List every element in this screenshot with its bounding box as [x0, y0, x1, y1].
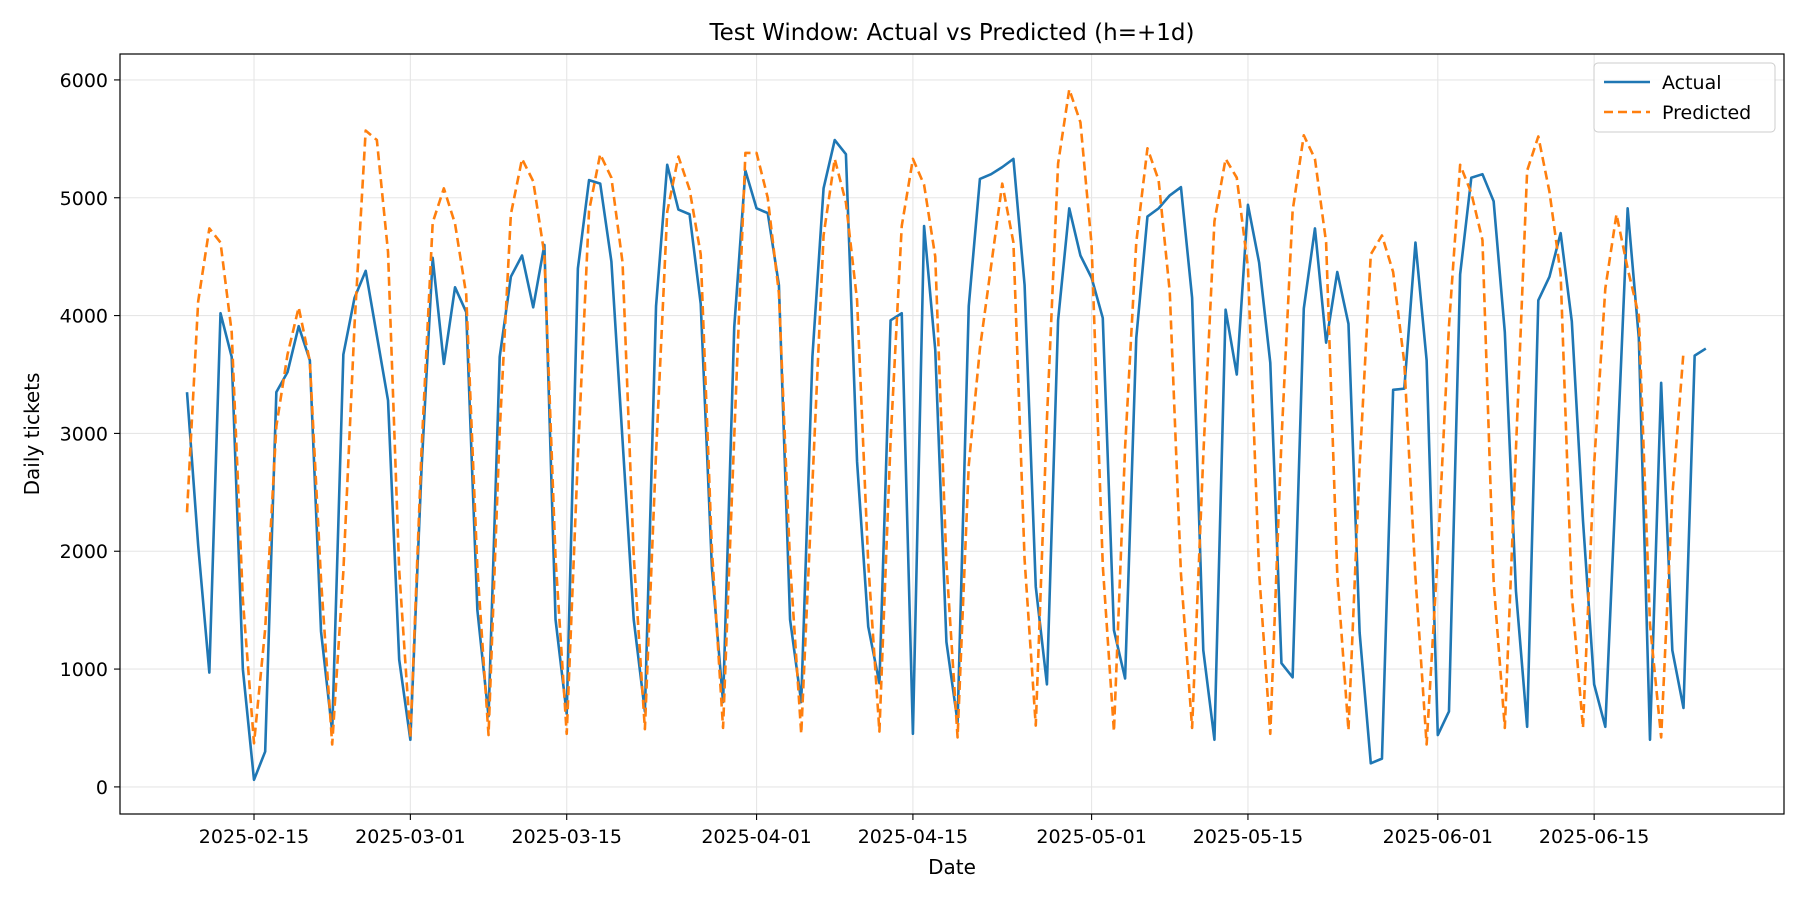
x-tick-label: 2025-05-15 [1193, 826, 1303, 848]
x-tick-label: 2025-05-01 [1036, 826, 1146, 848]
x-tick-label: 2025-06-15 [1539, 826, 1649, 848]
series-line-predicted [185, 88, 1685, 746]
legend-box [1593, 62, 1776, 133]
y-axis-title: Daily tickets [20, 373, 44, 496]
x-tick-label: 2025-03-15 [512, 826, 622, 848]
legend: Actual Predicted [1593, 62, 1776, 133]
y-tick-label: 6000 [60, 70, 108, 92]
y-tick-label: 0 [96, 777, 108, 799]
series-lines [185, 88, 1707, 782]
x-tick-label: 2025-04-15 [858, 826, 968, 848]
y-tick-label: 4000 [60, 306, 108, 328]
legend-actual-label: Actual [1662, 72, 1722, 94]
x-tick-label: 2025-03-01 [355, 826, 465, 848]
legend-predicted-label: Predicted [1662, 102, 1751, 124]
chart-title: Test Window: Actual vs Predicted (h=+1d) [709, 20, 1195, 46]
series-line-actual [185, 138, 1707, 782]
x-tick-label: 2025-06-01 [1383, 826, 1493, 848]
y-tick-label: 5000 [60, 188, 108, 210]
y-tick-label: 3000 [60, 423, 108, 445]
y-tick-label: 1000 [60, 659, 108, 681]
x-axis-title: Date [928, 855, 976, 879]
axis-ticks: 2025-02-15 2025-03-01 2025-03-15 2025-04-01… [60, 70, 1650, 848]
y-tick-label: 2000 [60, 541, 108, 563]
plot-frame [119, 53, 1785, 815]
x-tick-label: 2025-04-01 [701, 826, 811, 848]
x-tick-label: 2025-02-15 [199, 826, 309, 848]
